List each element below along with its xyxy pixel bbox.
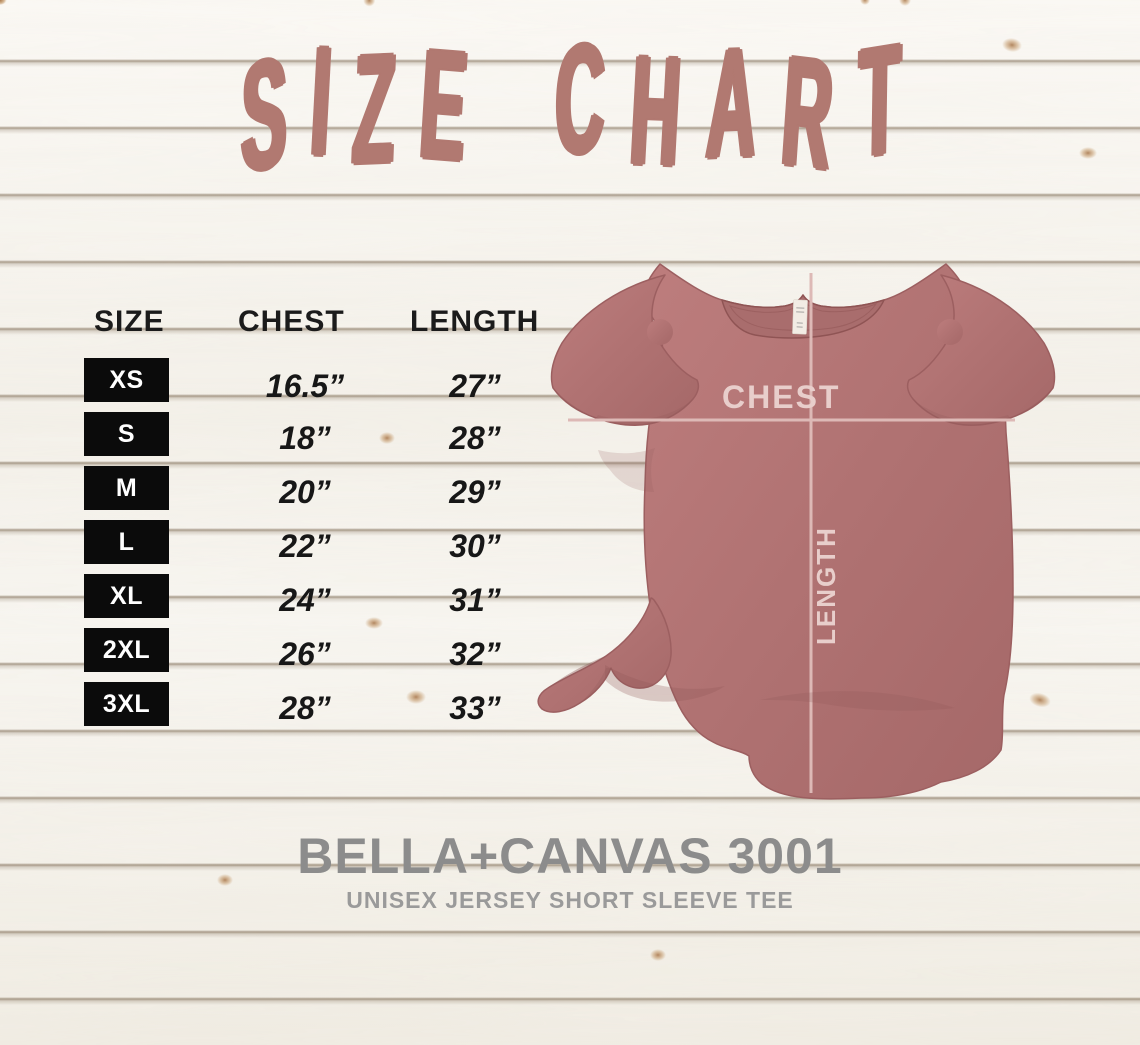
svg-text:CHEST: CHEST [722, 379, 840, 415]
svg-text:LENGTH: LENGTH [811, 526, 841, 645]
